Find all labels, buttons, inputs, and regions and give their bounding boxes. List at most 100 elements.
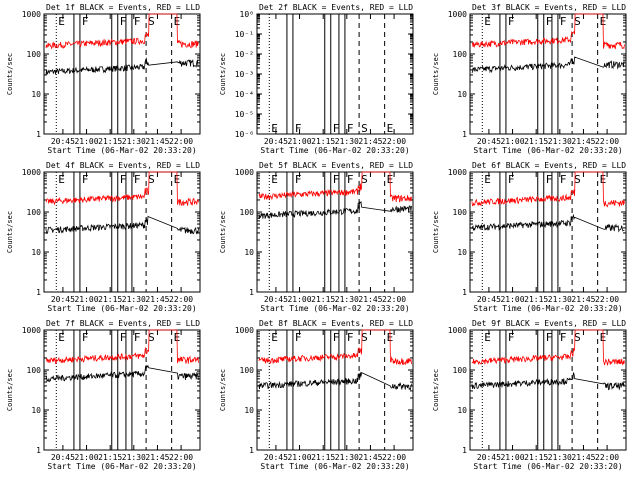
marker-label: F <box>295 122 302 135</box>
y-tick-label: 1000 <box>448 10 467 19</box>
marker-label: F <box>134 15 141 28</box>
y-tick-label: 10⁻⁴ <box>235 90 254 99</box>
y-tick-label: 1000 <box>448 326 467 335</box>
events-series-line <box>45 364 199 383</box>
marker-label: E <box>271 173 278 186</box>
x-tick-label: 21:00 <box>287 295 311 304</box>
x-tick-label: 21:00 <box>74 453 98 462</box>
marker-label: F <box>295 331 302 344</box>
y-tick-label: 10 <box>31 406 41 415</box>
marker-label: E <box>484 15 491 28</box>
marker-label: F <box>82 15 89 28</box>
y-tick-label: 1000 <box>22 10 41 19</box>
marker-label: S <box>148 15 155 28</box>
detector-panel: Det 6f BLACK = Events, RED = LLD 1 10 100 10… <box>432 161 627 313</box>
lld-series-line <box>45 171 199 206</box>
x-tick-label: 22:00 <box>382 295 406 304</box>
x-tick-label: 21:00 <box>74 295 98 304</box>
marker-label: S <box>361 173 368 186</box>
x-axis-label: Start Time (06-Mar-02 20:33:20) <box>260 304 409 313</box>
y-tick-label: 1 <box>36 288 41 297</box>
y-tick-label: 1000 <box>235 168 254 177</box>
y-tick-label: 1000 <box>22 168 41 177</box>
y-axis-label: Counts/sec <box>6 211 14 253</box>
marker-label: S <box>574 15 581 28</box>
y-axis-label: Counts/sec <box>219 369 227 411</box>
x-tick-label: 21:45 <box>358 137 382 146</box>
x-tick-label: 21:45 <box>358 453 382 462</box>
panel-title: Det 8f BLACK = Events, RED = LLD <box>259 319 413 328</box>
y-tick-label: 10⁻¹ <box>235 30 254 39</box>
detector-panel: Det 2f BLACK = Events, RED = LLD 10⁻⁶ 10⁻⁵… <box>219 3 414 155</box>
y-axis-label: Counts/sec <box>6 369 14 411</box>
detector-panel: Det 3f BLACK = Events, RED = LLD 1 10 100 10… <box>432 3 627 155</box>
marker-label: E <box>271 331 278 344</box>
detector-panel: Det 8f BLACK = Events, RED = LLD 1 10 100 10… <box>219 319 414 471</box>
y-tick-label: 1 <box>36 130 41 139</box>
lld-series-line <box>45 13 199 50</box>
x-axis-label: Start Time (06-Mar-02 20:33:20) <box>47 304 196 313</box>
x-tick-label: 21:00 <box>500 137 524 146</box>
x-tick-label: 21:30 <box>122 295 146 304</box>
y-tick-label: 1000 <box>22 326 41 335</box>
x-tick-label: 21:00 <box>74 137 98 146</box>
marker-label: F <box>120 331 127 344</box>
panel-title: Det 1f BLACK = Events, RED = LLD <box>46 3 200 12</box>
marker-label: E <box>484 173 491 186</box>
plot-frame <box>469 171 627 293</box>
x-axis-label: Start Time (06-Mar-02 20:33:20) <box>47 146 196 155</box>
y-tick-label: 10 <box>244 406 254 415</box>
x-tick-label: 22:00 <box>382 137 406 146</box>
x-tick-label: 20:45 <box>477 295 501 304</box>
y-tick-label: 100 <box>240 208 255 217</box>
x-tick-label: 21:15 <box>311 295 335 304</box>
marker-label: E <box>58 173 65 186</box>
y-tick-label: 10 <box>31 248 41 257</box>
x-tick-label: 20:45 <box>51 295 75 304</box>
events-series-line <box>471 56 625 74</box>
lld-series-line <box>45 329 199 364</box>
marker-label: F <box>82 331 89 344</box>
x-tick-label: 21:15 <box>98 453 122 462</box>
events-series-line <box>471 213 625 233</box>
x-tick-label: 21:45 <box>571 137 595 146</box>
y-tick-label: 100 <box>27 208 42 217</box>
x-tick-label: 21:00 <box>500 453 524 462</box>
marker-label: F <box>546 173 553 186</box>
marker-label: F <box>347 331 354 344</box>
x-tick-label: 21:30 <box>335 137 359 146</box>
plot-frame <box>43 329 201 451</box>
marker-label: S <box>148 331 155 344</box>
y-axis-label: Counts/sec <box>6 53 14 95</box>
x-tick-label: 22:00 <box>169 453 193 462</box>
x-tick-label: 21:15 <box>98 295 122 304</box>
detector-panel: Det 9f BLACK = Events, RED = LLD 1 10 100 10… <box>432 319 627 471</box>
marker-label: F <box>560 331 567 344</box>
x-tick-label: 21:45 <box>571 295 595 304</box>
events-series-line <box>471 372 625 391</box>
lld-series-line <box>471 171 625 208</box>
x-tick-label: 21:30 <box>122 453 146 462</box>
panel-title: Det 5f BLACK = Events, RED = LLD <box>259 161 413 170</box>
x-tick-label: 21:30 <box>548 453 572 462</box>
y-tick-label: 10 <box>457 90 467 99</box>
x-tick-label: 20:45 <box>477 453 501 462</box>
y-tick-label: 10⁻² <box>235 50 254 59</box>
lld-series-line <box>258 329 412 366</box>
x-tick-label: 21:45 <box>358 295 382 304</box>
x-tick-label: 21:15 <box>524 137 548 146</box>
y-tick-label: 100 <box>27 50 42 59</box>
plot-frame <box>256 171 414 293</box>
x-tick-label: 20:45 <box>264 137 288 146</box>
x-tick-label: 21:00 <box>500 295 524 304</box>
x-tick-label: 21:15 <box>311 453 335 462</box>
marker-label: F <box>508 331 515 344</box>
y-tick-label: 10⁻³ <box>235 70 254 79</box>
marker-label: F <box>546 331 553 344</box>
marker-label: F <box>347 173 354 186</box>
marker-label: E <box>484 331 491 344</box>
y-tick-label: 10 <box>457 406 467 415</box>
y-tick-label: 100 <box>453 366 468 375</box>
x-axis-label: Start Time (06-Mar-02 20:33:20) <box>473 146 622 155</box>
x-tick-label: 21:00 <box>287 137 311 146</box>
